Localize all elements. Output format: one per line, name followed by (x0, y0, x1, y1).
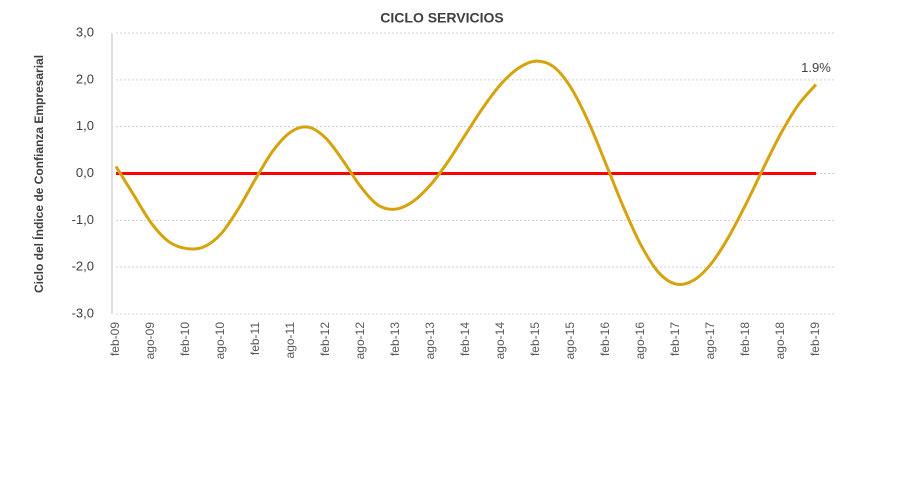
y-tick-label: -3,0 (72, 305, 94, 320)
data-label: 1.9% (801, 60, 831, 75)
x-tick-label: feb-09 (108, 322, 122, 356)
x-tick-label: feb-15 (528, 322, 542, 356)
x-tick-label: ago-12 (353, 322, 367, 360)
y-tick-label: 1,0 (76, 118, 94, 133)
x-tick-label: ago-17 (703, 322, 717, 360)
x-tick-label: ago-16 (633, 322, 647, 360)
y-tick-label: 0,0 (76, 165, 94, 180)
x-tick-label: feb-12 (318, 322, 332, 356)
x-tick-label: ago-18 (773, 322, 787, 360)
x-tick-label: feb-16 (598, 322, 612, 356)
y-tick-label: 2,0 (76, 71, 94, 86)
y-tick-label: -2,0 (72, 259, 94, 274)
x-tick-label: feb-19 (808, 322, 822, 356)
x-tick-label: feb-17 (668, 322, 682, 356)
x-tick-label: feb-10 (178, 322, 192, 356)
chart-title: CICLO SERVICIOS (380, 10, 503, 26)
x-tick-label: ago-14 (493, 322, 507, 360)
y-tick-label: 3,0 (76, 24, 94, 39)
x-tick-label: ago-09 (143, 322, 157, 360)
x-tick-label: ago-10 (213, 322, 227, 360)
x-tick-label: feb-11 (248, 322, 262, 355)
x-tick-label: feb-18 (738, 322, 752, 356)
y-tick-label: -1,0 (72, 212, 94, 227)
x-tick-label: ago-13 (423, 322, 437, 360)
x-tick-label: feb-14 (458, 322, 472, 356)
y-axis-label: Ciclo del Índice de Confianza Empresaria… (31, 55, 46, 293)
x-tick-label: feb-13 (388, 322, 402, 356)
x-tick-label: ago-11 (283, 322, 297, 359)
series-line (114, 59, 818, 286)
x-tick-label: ago-15 (563, 322, 577, 360)
